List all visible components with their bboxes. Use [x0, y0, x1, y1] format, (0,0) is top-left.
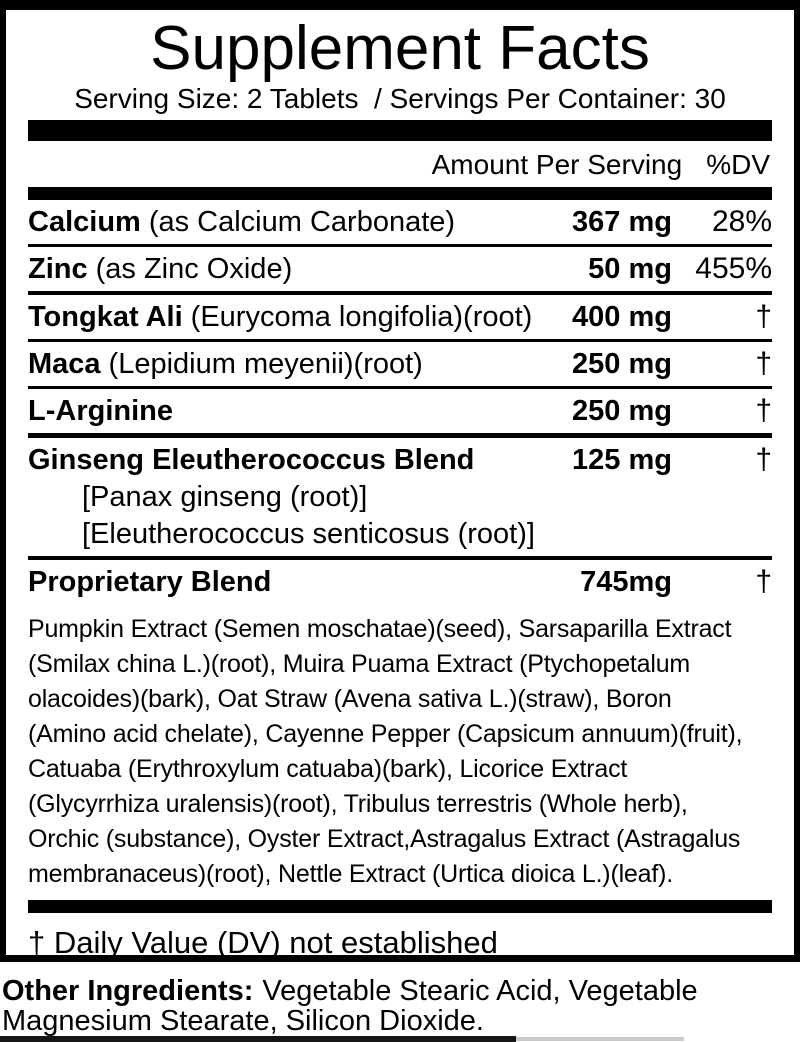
- ingredient-rows: Calcium (as Calcium Carbonate) 367 mg 28%…: [28, 200, 772, 604]
- supplement-row: Calcium (as Calcium Carbonate) 367 mg 28%: [28, 200, 772, 244]
- proprietary-description-line: (Smilax china L.)(root), Muira Puama Ext…: [28, 650, 691, 678]
- blend-component: [Eleutherococcus senticosus (root)]: [82, 518, 535, 550]
- row-dv: †: [755, 394, 772, 427]
- row-name: Ginseng Eleutherococcus Blend: [28, 444, 475, 476]
- row-amount: 400 mg: [572, 301, 672, 333]
- row-detail: (Lepidium meyenii)(root): [108, 348, 423, 380]
- bottom-crop-bar: [0, 1036, 516, 1042]
- serving-info: Serving Size: 2 Tablets / Servings Per C…: [74, 83, 726, 114]
- row-name: Calcium: [28, 206, 141, 238]
- daily-value-footnote: † Daily Value (DV) not established: [28, 925, 498, 960]
- column-headers: Amount Per Serving %DV: [28, 149, 772, 181]
- other-ingredients-text: Vegetable Stearic Acid, Vegetable Magnes…: [2, 975, 698, 1037]
- row-name: Proprietary Blend: [28, 566, 272, 598]
- supplement-row: Ginseng Eleutherococcus Blend 125 mg † […: [28, 438, 772, 556]
- row-amount: 367 mg: [572, 206, 672, 238]
- row-divider: [28, 433, 772, 438]
- row-detail: (as Calcium Carbonate): [148, 206, 456, 238]
- row-name: Maca: [28, 348, 101, 380]
- divider-bar-top: [28, 120, 772, 141]
- bottom-crop-bar-faint: [516, 1037, 684, 1041]
- proprietary-blend-description: Pumpkin Extract (Semen moschatae)(seed),…: [28, 612, 772, 892]
- supplement-row: Zinc (as Zinc Oxide) 50 mg 455%: [28, 247, 772, 291]
- proprietary-description-line: (Amino acid chelate), Cayenne Pepper (Ca…: [28, 720, 743, 748]
- row-amount: 50 mg: [588, 253, 672, 285]
- supplement-row: Maca (Lepidium meyenii)(root) 250 mg †: [28, 342, 772, 386]
- supplement-row: Tongkat Ali (Eurycoma longifolia)(root) 4…: [28, 295, 772, 339]
- row-name: Tongkat Ali: [28, 301, 183, 333]
- row-amount: 250 mg: [572, 348, 672, 380]
- row-detail: (as Zinc Oxide): [95, 253, 293, 285]
- proprietary-description-line: (Glycyrrhiza uralensis)(root), Tribulus …: [28, 790, 688, 818]
- supplement-facts-panel: Supplement Facts Serving Size: 2 Tablets…: [0, 0, 800, 962]
- dv-header: %DV: [706, 149, 770, 180]
- row-amount: 125 mg: [572, 444, 672, 476]
- row-dv: 455%: [695, 252, 772, 285]
- proprietary-description-line: Catuaba (Erythroxylum catuaba)(bark), Li…: [28, 755, 628, 783]
- row-divider: [28, 339, 772, 342]
- row-dv: †: [755, 347, 772, 380]
- proprietary-description-line: membranaceus)(root), Nettle Extract (Urt…: [28, 860, 673, 888]
- divider-bar-footnote: [28, 900, 772, 913]
- row-detail: (Eurycoma longifolia)(root): [190, 301, 533, 333]
- row-name: Zinc: [28, 253, 88, 285]
- row-dv: †: [755, 443, 772, 476]
- amount-per-serving-header: Amount Per Serving: [431, 149, 683, 180]
- proprietary-description-line: olacoides)(bark), Oat Straw (Avena sativ…: [28, 685, 672, 713]
- row-divider: [28, 556, 772, 560]
- row-name: L-Arginine: [28, 395, 173, 427]
- proprietary-description-line: Pumpkin Extract (Semen moschatae)(seed),…: [28, 615, 732, 643]
- row-amount: 250 mg: [572, 395, 672, 427]
- blend-component: [Panax ginseng (root)]: [82, 481, 368, 513]
- row-amount: 745mg: [580, 566, 672, 598]
- row-divider: [28, 291, 772, 295]
- row-dv: †: [755, 300, 772, 333]
- proprietary-description-line: Orchic (substance), Oyster Extract,Astra…: [28, 825, 741, 853]
- panel-title: Supplement Facts: [150, 14, 650, 83]
- other-ingredients-label: Other Ingredients:: [2, 975, 254, 1007]
- divider-bar-headers: [28, 187, 772, 200]
- row-dv: †: [755, 565, 772, 598]
- other-ingredients: Other Ingredients: Vegetable Stearic Acid…: [2, 976, 782, 1036]
- row-dv: 28%: [711, 205, 772, 238]
- supplement-row: Proprietary Blend 745mg †: [28, 560, 772, 604]
- supplement-row: L-Arginine 250 mg †: [28, 389, 772, 433]
- row-divider: [28, 244, 772, 247]
- row-divider: [28, 386, 772, 389]
